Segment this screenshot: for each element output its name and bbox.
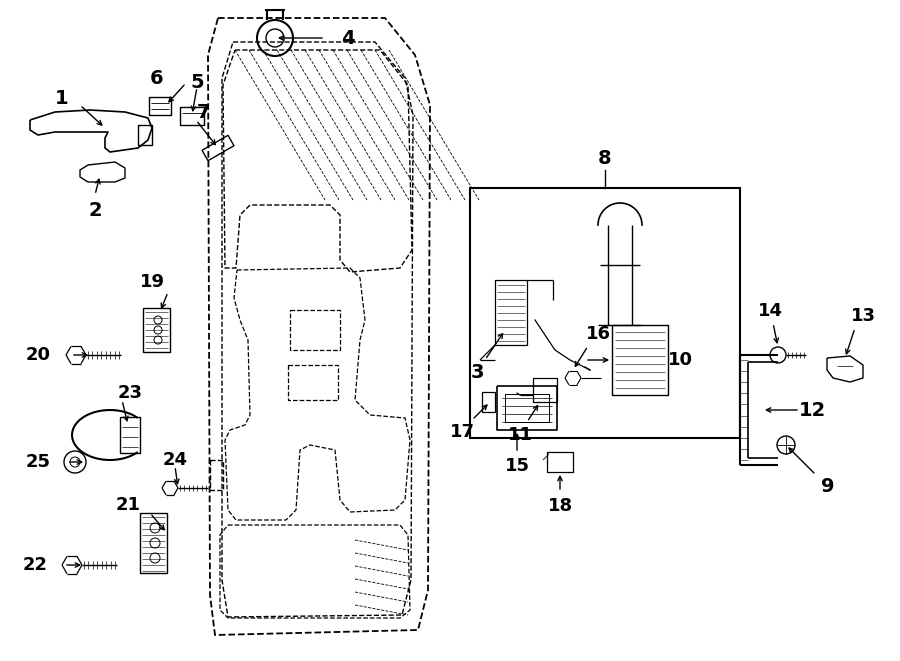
Text: 1: 1	[55, 89, 68, 108]
Text: 3: 3	[470, 362, 484, 381]
Text: 7: 7	[197, 102, 211, 122]
Text: 18: 18	[547, 497, 572, 515]
Text: 25: 25	[25, 453, 50, 471]
Text: 16: 16	[586, 325, 610, 343]
Text: 15: 15	[505, 457, 529, 475]
Text: 23: 23	[118, 384, 142, 402]
Text: 10: 10	[668, 351, 693, 369]
Text: 21: 21	[115, 496, 140, 514]
Text: 8: 8	[598, 149, 612, 167]
Text: 20: 20	[25, 346, 50, 364]
Bar	[470, 188, 740, 438]
Text: 17: 17	[449, 423, 474, 441]
Text: 14: 14	[758, 302, 782, 320]
Text: 12: 12	[798, 401, 825, 420]
Text: 5: 5	[190, 73, 203, 91]
Text: 22: 22	[22, 556, 48, 574]
Text: 2: 2	[88, 200, 102, 219]
Text: 24: 24	[163, 451, 187, 469]
Text: 6: 6	[150, 69, 164, 87]
Text: 9: 9	[821, 477, 835, 496]
Text: 19: 19	[140, 273, 165, 291]
Text: 11: 11	[508, 426, 533, 444]
Text: 4: 4	[341, 28, 355, 48]
Text: 13: 13	[850, 307, 876, 325]
